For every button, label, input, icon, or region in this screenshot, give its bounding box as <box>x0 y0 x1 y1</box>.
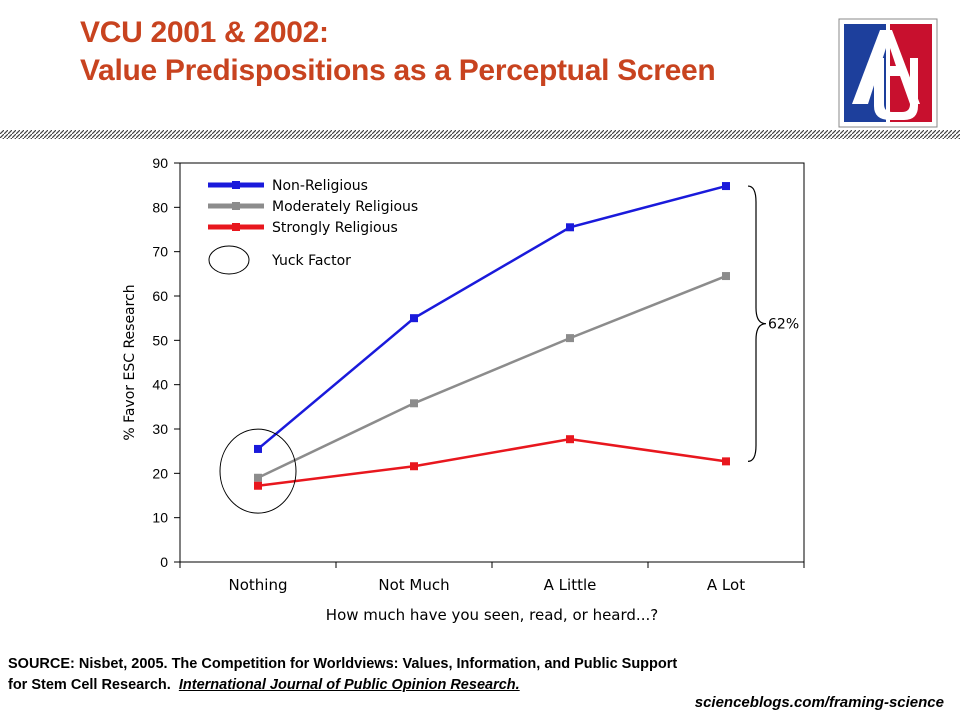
legend-label: Non-Religious <box>272 178 368 194</box>
y-tick-label: 60 <box>152 288 168 304</box>
source-citation: SOURCE: Nisbet, 2005. The Competition fo… <box>8 654 908 696</box>
x-axis-label: How much have you seen, read, or heard..… <box>326 606 658 624</box>
y-axis-label: % Favor ESC Research <box>122 284 138 440</box>
data-point <box>566 223 574 232</box>
legend-label: Moderately Religious <box>272 199 418 215</box>
x-tick-label: A Lot <box>707 576 745 594</box>
line-chart: 0 10 20 30 40 50 60 70 80 90 Nothing Not Much A Litt… <box>122 155 805 624</box>
series-line-0 <box>257 184 727 450</box>
gap-brace <box>747 185 767 462</box>
legend-yuck-ellipse <box>208 245 250 275</box>
x-tick-label: A Little <box>544 576 597 594</box>
data-point <box>410 314 418 323</box>
y-tick-label: 20 <box>152 465 168 481</box>
data-point <box>722 457 730 466</box>
data-point <box>254 444 262 453</box>
y-tick-label: 40 <box>152 377 168 393</box>
series-line-2 <box>257 437 727 487</box>
legend-label: Yuck Factor <box>271 253 351 269</box>
legend-label: Strongly Religious <box>272 220 398 236</box>
series-line-1 <box>257 274 727 479</box>
source-line-2-text: for Stem Cell Research. <box>8 677 171 693</box>
data-point <box>722 182 730 191</box>
y-tick-label: 0 <box>160 554 168 570</box>
y-tick-label: 70 <box>152 244 168 260</box>
chart-area: 0 10 20 30 40 50 60 70 80 90 Nothing Not Much A Litt… <box>100 148 860 638</box>
data-point <box>722 272 730 281</box>
data-point <box>566 334 574 343</box>
data-point <box>254 473 262 482</box>
slide-title: VCU 2001 & 2002: Value Predispositions a… <box>80 14 716 90</box>
data-point <box>410 399 418 408</box>
header-rule <box>0 130 960 139</box>
title-line-2: Value Predispositions as a Perceptual Sc… <box>80 54 716 87</box>
x-tick-label: Not Much <box>378 576 449 594</box>
journal-name: International Journal of Public Opinion … <box>178 677 520 693</box>
gap-label: 62% <box>768 317 799 333</box>
plot-area <box>179 162 805 563</box>
x-tick-label: Nothing <box>229 576 288 594</box>
data-point <box>410 462 418 471</box>
data-point <box>566 435 574 444</box>
site-credit: scienceblogs.com/framing-science <box>694 694 944 711</box>
y-tick-label: 10 <box>152 510 168 526</box>
yuck-factor-circle <box>219 428 297 514</box>
y-tick-label: 30 <box>152 421 168 437</box>
y-tick-label: 50 <box>152 332 168 348</box>
source-line-2: for Stem Cell Research. International Jo… <box>8 675 908 696</box>
y-tick-label: 90 <box>152 155 168 171</box>
source-line-1: SOURCE: Nisbet, 2005. The Competition fo… <box>8 656 678 672</box>
legend-marker <box>232 223 240 231</box>
y-tick-label: 80 <box>152 199 168 215</box>
legend-marker <box>232 181 240 189</box>
title-line-1: VCU 2001 & 2002: <box>80 16 329 49</box>
au-logo <box>838 18 938 128</box>
legend-marker <box>232 202 240 210</box>
data-point <box>254 481 262 490</box>
